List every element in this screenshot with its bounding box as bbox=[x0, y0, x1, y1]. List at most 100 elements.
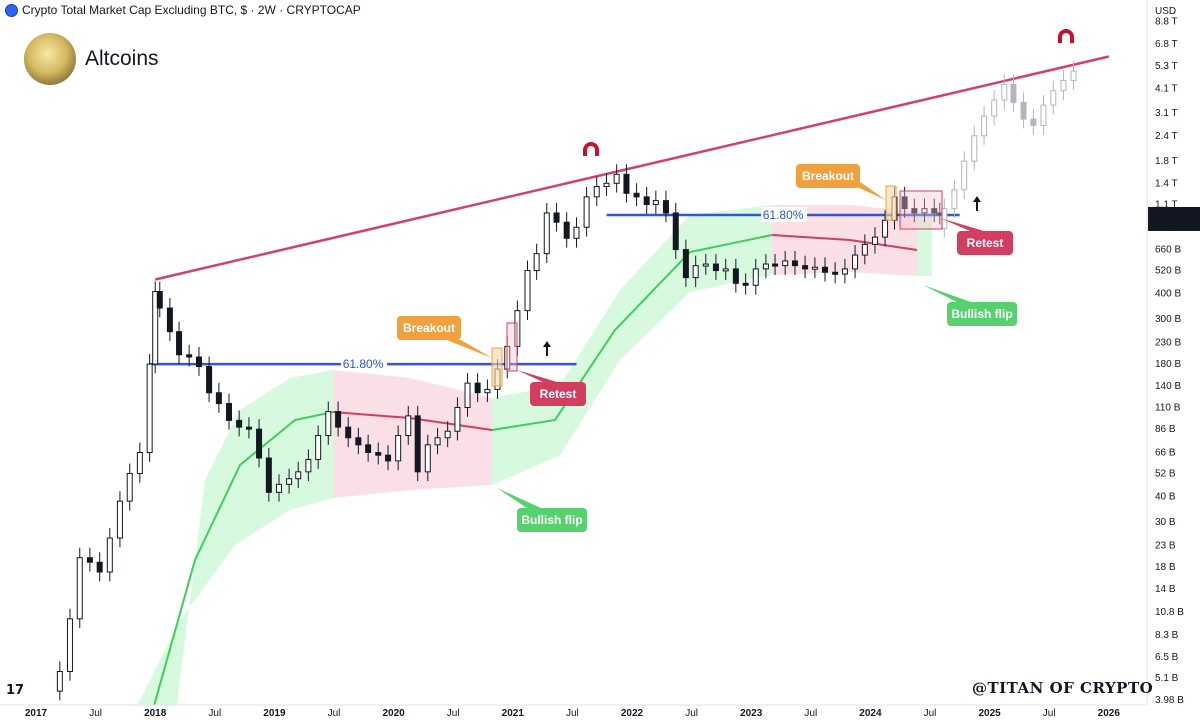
candle-body bbox=[345, 426, 352, 439]
price-tick-label: 66 B bbox=[1155, 447, 1176, 458]
candle-body bbox=[325, 411, 332, 437]
candle-body bbox=[941, 208, 948, 229]
symbol-title[interactable]: Crypto Total Market Cap Excluding BTC, $… bbox=[22, 3, 361, 17]
candle-body bbox=[524, 270, 531, 312]
candle-body bbox=[832, 271, 839, 275]
retest-pointer bbox=[517, 370, 557, 382]
candle-body bbox=[195, 356, 202, 368]
breakout-box bbox=[885, 185, 897, 221]
candle-body bbox=[86, 557, 93, 563]
up-arrow-head-icon bbox=[973, 196, 981, 202]
candle-body bbox=[981, 115, 988, 137]
time-tick-label: Jul bbox=[924, 708, 937, 719]
magnet-icon bbox=[1058, 29, 1074, 43]
time-tick-label: 2017 bbox=[25, 708, 48, 719]
candle-body bbox=[315, 435, 322, 460]
retest-pointer bbox=[940, 218, 984, 231]
candle-body bbox=[275, 483, 282, 493]
price-tick-label: 110 B bbox=[1155, 402, 1181, 413]
time-tick-label: 2021 bbox=[502, 708, 525, 719]
breakout-label: Breakout bbox=[403, 321, 455, 335]
price-tick-label: 180 B bbox=[1155, 359, 1181, 370]
candle-body bbox=[375, 451, 382, 456]
candle-body bbox=[166, 307, 173, 333]
time-tick-label: 2022 bbox=[621, 708, 644, 719]
candle-body bbox=[424, 444, 431, 473]
price-tick-label: 300 B bbox=[1155, 314, 1181, 325]
time-tick-label: Jul bbox=[89, 708, 102, 719]
candle-body bbox=[573, 226, 580, 239]
candle-body bbox=[871, 236, 878, 245]
price-tick-label: 5.1 B bbox=[1155, 673, 1179, 684]
up-arrow-head-icon bbox=[543, 341, 551, 347]
price-tick-label: 8.8 T bbox=[1155, 16, 1178, 27]
candle-body bbox=[1060, 79, 1067, 92]
candle-body bbox=[395, 435, 402, 462]
candle-body bbox=[484, 388, 491, 394]
author-name: Altcoins bbox=[85, 47, 159, 70]
time-tick-label: 2020 bbox=[382, 708, 405, 719]
band-pink-1 bbox=[333, 370, 492, 498]
candle-body bbox=[66, 618, 73, 672]
price-tick-label: 400 B bbox=[1155, 289, 1181, 300]
price-tick-label: 86 B bbox=[1155, 424, 1176, 435]
candle-body bbox=[106, 537, 113, 573]
candle-body bbox=[882, 219, 889, 238]
time-tick-label: Jul bbox=[447, 708, 460, 719]
price-tick-label: 40 B bbox=[1155, 492, 1176, 503]
time-tick-label: 2018 bbox=[144, 708, 167, 719]
bullish-flip-pointer bbox=[923, 285, 971, 302]
cycle-bands bbox=[137, 205, 932, 705]
candle-body bbox=[623, 173, 630, 194]
time-tick-label: 2025 bbox=[978, 708, 1001, 719]
price-tick-label: 3.98 B bbox=[1155, 695, 1184, 706]
candle-body bbox=[692, 265, 699, 279]
band-green-3 bbox=[917, 212, 932, 276]
retest-callout bbox=[530, 382, 586, 406]
candle-body bbox=[593, 185, 600, 198]
candle-body bbox=[286, 478, 293, 485]
band-mid-green-2 bbox=[491, 234, 773, 431]
band-green-1 bbox=[137, 370, 333, 705]
candle-body bbox=[176, 331, 183, 356]
bullish-flip-label: Bullish flip bbox=[951, 307, 1012, 321]
candle-body bbox=[444, 430, 451, 439]
price-tick-label: 4.1 T bbox=[1155, 84, 1178, 95]
price-tick-label: 52 B bbox=[1155, 469, 1176, 480]
price-tick-label: 140 B bbox=[1155, 381, 1181, 392]
candle-body bbox=[533, 253, 540, 272]
bullish-flip-callout bbox=[947, 302, 1017, 326]
candle-body bbox=[414, 415, 421, 473]
candle-body bbox=[152, 291, 159, 365]
bullish-flip-label: Bullish flip bbox=[521, 513, 582, 527]
candle-body bbox=[215, 392, 222, 405]
currency-label: USD bbox=[1155, 6, 1176, 17]
time-tick-label: Jul bbox=[804, 708, 817, 719]
candle-body bbox=[762, 263, 769, 270]
fib-level-label: 61.80% bbox=[343, 357, 384, 371]
time-axis: 2017 Jul 2018 Jul 2019 Jul 2020 Jul 2021 Jul 2022 J… bbox=[0, 704, 1147, 719]
price-tick-label: 6.5 B bbox=[1155, 652, 1179, 663]
candle-body bbox=[295, 471, 302, 480]
candle-body bbox=[156, 291, 163, 309]
resistance-trendline bbox=[154, 55, 1110, 281]
candle-body bbox=[1030, 118, 1037, 126]
candle-body bbox=[206, 366, 213, 394]
candle-body bbox=[732, 268, 739, 284]
price-tick-label: 23 B bbox=[1155, 540, 1176, 551]
candle-body bbox=[603, 182, 610, 187]
price-tick-label: 2.4 T bbox=[1155, 131, 1178, 142]
candle-body bbox=[136, 451, 143, 475]
bullish-flip-pointer bbox=[497, 488, 541, 508]
bullish-flip-callout bbox=[517, 508, 587, 532]
time-tick-label: 2024 bbox=[859, 708, 882, 719]
breakout-pointer bbox=[447, 340, 492, 358]
price-tick-label: 6.8 T bbox=[1155, 39, 1178, 50]
candle-body bbox=[672, 212, 679, 251]
candle-body bbox=[563, 221, 570, 239]
candle-body bbox=[474, 382, 481, 394]
chart-header: Crypto Total Market Cap Excluding BTC, $… bbox=[0, 0, 361, 20]
price-tick-label: 14 B bbox=[1155, 584, 1176, 595]
price-tick-label: 660 B bbox=[1155, 245, 1181, 256]
